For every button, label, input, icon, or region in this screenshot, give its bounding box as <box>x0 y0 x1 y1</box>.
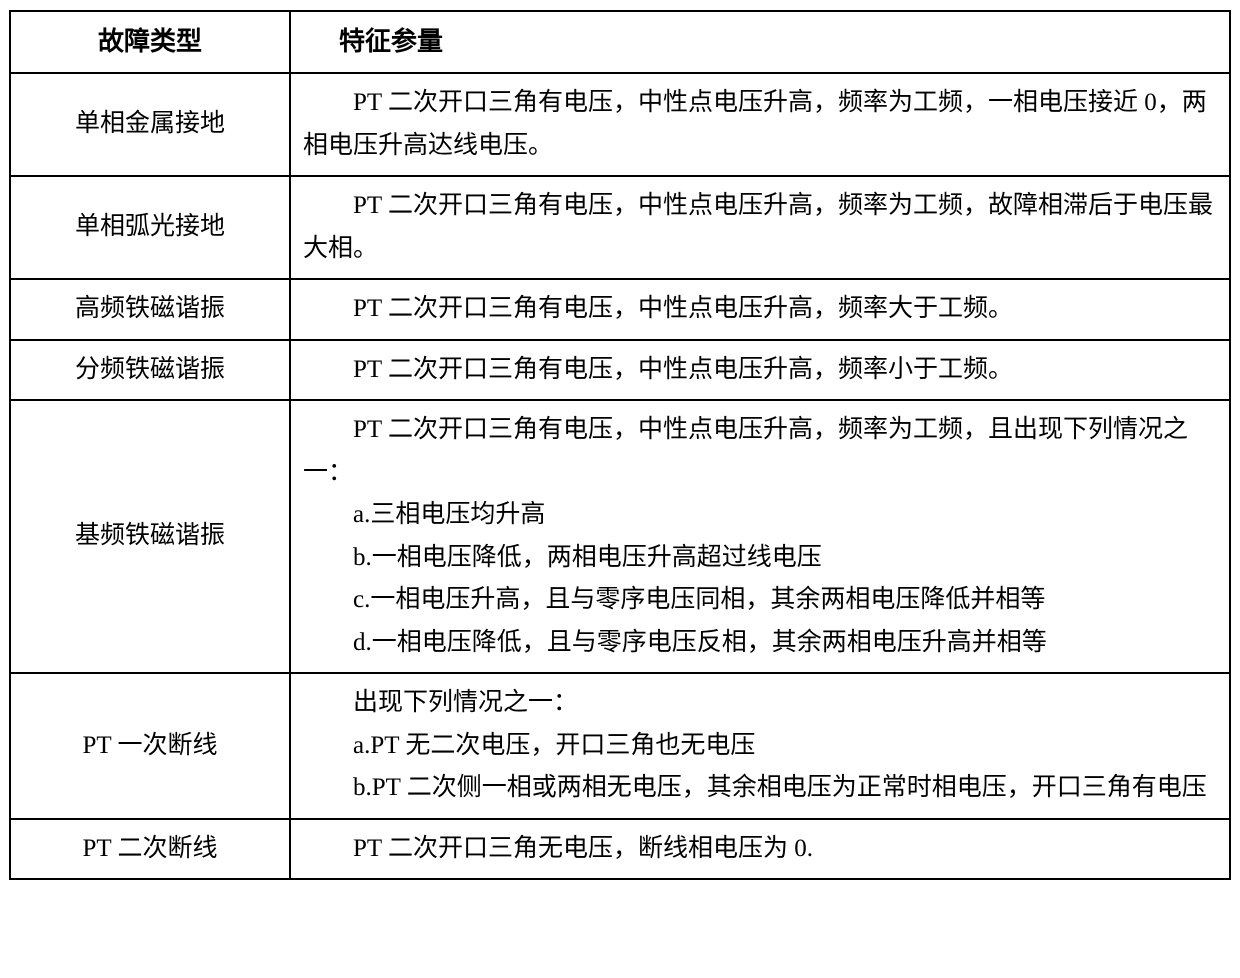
param-line: PT 二次开口三角有电压，中性点电压升高，频率为工频，且出现下列情况之一： <box>303 409 1217 494</box>
characteristic-param-cell: PT 二次开口三角有电压，中性点电压升高，频率小于工频。 <box>290 340 1230 401</box>
fault-type-cell: PT 二次断线 <box>10 819 290 880</box>
characteristic-param-cell: PT 二次开口三角有电压，中性点电压升高，频率大于工频。 <box>290 279 1230 340</box>
characteristic-param-cell: PT 二次开口三角无电压，断线相电压为 0. <box>290 819 1230 880</box>
param-line: PT 二次开口三角有电压，中性点电压升高，频率为工频，一相电压接近 0，两相电压… <box>303 82 1217 167</box>
param-line: b.一相电压降低，两相电压升高超过线电压 <box>303 537 1217 580</box>
table-row: 高频铁磁谐振 PT 二次开口三角有电压，中性点电压升高，频率大于工频。 <box>10 279 1230 340</box>
fault-characteristics-table: 故障类型 特征参量 单相金属接地PT 二次开口三角有电压，中性点电压升高，频率为… <box>9 10 1231 880</box>
param-line: c.一相电压升高，且与零序电压同相，其余两相电压降低并相等 <box>303 579 1217 622</box>
header-characteristic-param: 特征参量 <box>290 11 1230 73</box>
param-line: PT 二次开口三角有电压，中性点电压升高，频率小于工频。 <box>303 349 1217 392</box>
table-row: PT 二次断线 PT 二次开口三角无电压，断线相电压为 0. <box>10 819 1230 880</box>
param-line: b.PT 二次侧一相或两相无电压，其余相电压为正常时相电压，开口三角有电压 <box>303 767 1217 810</box>
param-line: a.三相电压均升高 <box>303 494 1217 537</box>
table-row: 单相弧光接地PT 二次开口三角有电压，中性点电压升高，频率为工频，故障相滞后于电… <box>10 176 1230 279</box>
table-body: 单相金属接地PT 二次开口三角有电压，中性点电压升高，频率为工频，一相电压接近 … <box>10 73 1230 879</box>
table-header-row: 故障类型 特征参量 <box>10 11 1230 73</box>
fault-type-cell: 单相金属接地 <box>10 73 290 176</box>
characteristic-param-cell: PT 二次开口三角有电压，中性点电压升高，频率为工频，且出现下列情况之一：a.三… <box>290 400 1230 673</box>
param-line: d.一相电压降低，且与零序电压反相，其余两相电压升高并相等 <box>303 622 1217 665</box>
param-line: PT 二次开口三角有电压，中性点电压升高，频率为工频，故障相滞后于电压最大相。 <box>303 185 1217 270</box>
characteristic-param-cell: 出现下列情况之一：a.PT 无二次电压，开口三角也无电压b.PT 二次侧一相或两… <box>290 673 1230 819</box>
table-row: 基频铁磁谐振PT 二次开口三角有电压，中性点电压升高，频率为工频，且出现下列情况… <box>10 400 1230 673</box>
param-line: PT 二次开口三角有电压，中性点电压升高，频率大于工频。 <box>303 288 1217 331</box>
fault-type-cell: 分频铁磁谐振 <box>10 340 290 401</box>
table-row: PT 一次断线出现下列情况之一：a.PT 无二次电压，开口三角也无电压b.PT … <box>10 673 1230 819</box>
table-row: 单相金属接地PT 二次开口三角有电压，中性点电压升高，频率为工频，一相电压接近 … <box>10 73 1230 176</box>
fault-type-cell: PT 一次断线 <box>10 673 290 819</box>
fault-type-cell: 高频铁磁谐振 <box>10 279 290 340</box>
fault-type-cell: 基频铁磁谐振 <box>10 400 290 673</box>
table-row: 分频铁磁谐振 PT 二次开口三角有电压，中性点电压升高，频率小于工频。 <box>10 340 1230 401</box>
param-line: a.PT 无二次电压，开口三角也无电压 <box>303 725 1217 768</box>
param-line: 出现下列情况之一： <box>303 682 1217 725</box>
characteristic-param-cell: PT 二次开口三角有电压，中性点电压升高，频率为工频，一相电压接近 0，两相电压… <box>290 73 1230 176</box>
characteristic-param-cell: PT 二次开口三角有电压，中性点电压升高，频率为工频，故障相滞后于电压最大相。 <box>290 176 1230 279</box>
param-line: PT 二次开口三角无电压，断线相电压为 0. <box>303 828 1217 871</box>
header-fault-type: 故障类型 <box>10 11 290 73</box>
fault-type-cell: 单相弧光接地 <box>10 176 290 279</box>
